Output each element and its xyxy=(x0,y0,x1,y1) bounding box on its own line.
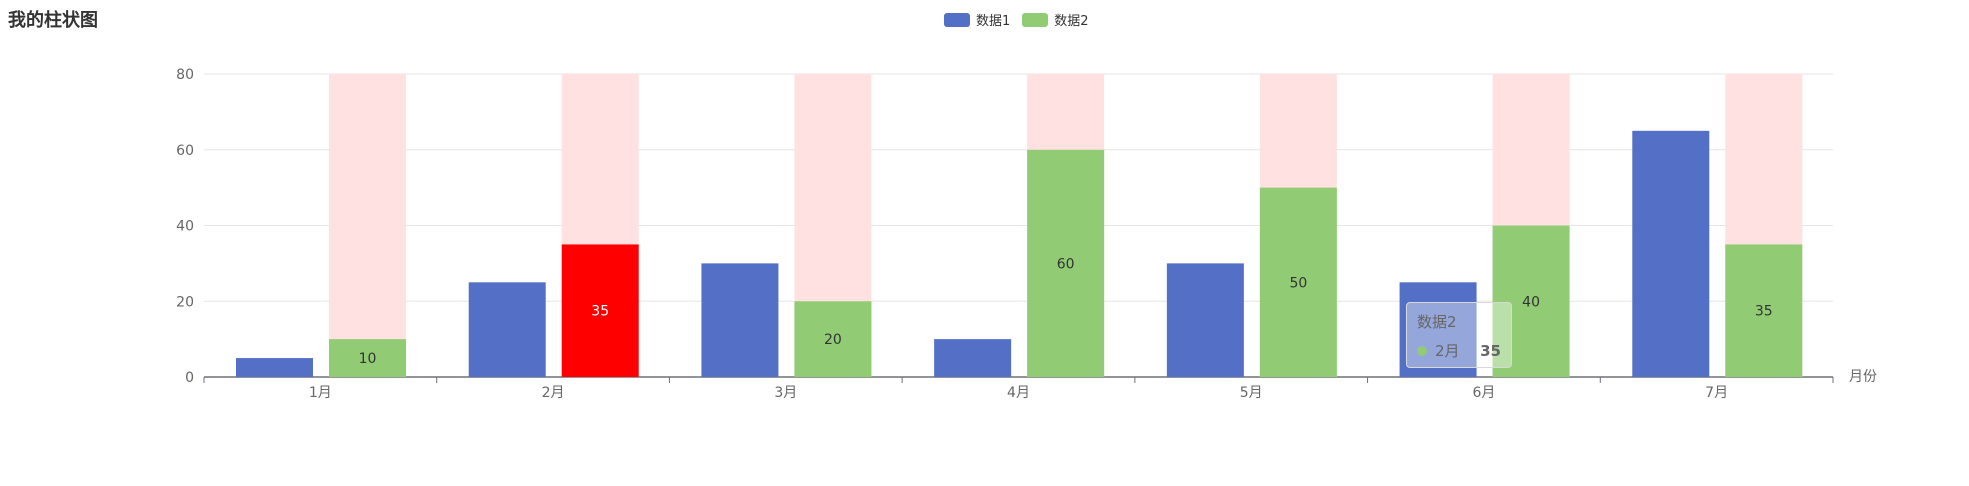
tooltip-color-dot xyxy=(1417,345,1427,356)
legend-label-series-1: 数据1 xyxy=(976,14,1011,29)
legend-item-series-2[interactable]: 数据2 xyxy=(1022,10,1089,29)
series-2-bar-0[interactable] xyxy=(329,339,406,377)
series-2-bar-4[interactable] xyxy=(1259,187,1337,377)
tooltip-row: 2月 35 xyxy=(1417,340,1501,361)
series-2-bar-2[interactable] xyxy=(794,301,872,377)
series-1-bar-3[interactable] xyxy=(934,339,1012,377)
x-tick-label-3: 4月 xyxy=(1007,385,1030,401)
series-2-data-label-5: 40 xyxy=(1522,294,1540,310)
series-1-bar-0[interactable] xyxy=(236,358,313,377)
series-1-bar-6[interactable] xyxy=(1632,130,1710,377)
x-tick-label-5: 6月 xyxy=(1472,385,1495,401)
y-tick-label-3: 60 xyxy=(176,143,194,159)
legend-item-series-1[interactable]: 数据1 xyxy=(944,10,1010,29)
series-1-bar-5[interactable] xyxy=(1399,282,1477,377)
legend[interactable]: 数据1 数据2 xyxy=(944,10,1089,29)
tooltip-category: 2月 xyxy=(1435,342,1460,360)
series-1-bar-2[interactable] xyxy=(701,263,779,377)
series-2-data-label-2: 20 xyxy=(824,332,842,348)
x-tick-label-2: 3月 xyxy=(774,385,797,401)
series-2-data-label-0: 10 xyxy=(359,351,377,367)
legend-swatch-series-1 xyxy=(944,12,970,27)
y-tick-label-1: 20 xyxy=(176,294,194,310)
x-tick-label-6: 7月 xyxy=(1705,385,1728,401)
x-tick-label-1: 2月 xyxy=(542,385,565,401)
y-tick-label-0: 0 xyxy=(185,370,194,386)
series-2-bar-1[interactable] xyxy=(561,244,639,377)
series-2-data-label-3: 60 xyxy=(1057,256,1075,272)
tooltip-value: 35 xyxy=(1480,341,1501,360)
x-tick-label-0: 1月 xyxy=(309,385,332,401)
series-2-data-label-6: 35 xyxy=(1755,304,1773,320)
tooltip-series-name: 数据2 xyxy=(1417,313,1457,331)
series-1-bar-1[interactable] xyxy=(468,282,546,377)
legend-label-series-2: 数据2 xyxy=(1054,14,1089,29)
series-2-data-label-1: 35 xyxy=(591,304,609,320)
series-1-bar-4[interactable] xyxy=(1166,263,1244,377)
x-tick-label-4: 5月 xyxy=(1240,385,1263,401)
x-axis-label: 月份 xyxy=(1849,369,1877,385)
series-2-data-label-4: 50 xyxy=(1289,275,1307,291)
y-tick-label-4: 80 xyxy=(176,67,194,83)
series-2-bar-3[interactable] xyxy=(1027,149,1105,377)
series-2-bar-6[interactable] xyxy=(1725,244,1803,377)
series-2-background-bar-0 xyxy=(329,74,406,377)
legend-swatch-series-2 xyxy=(1022,12,1049,27)
chart-title: 我的柱状图 xyxy=(8,10,98,31)
series-2-bar-5[interactable] xyxy=(1492,225,1570,378)
tooltip: 数据2 2月 35 xyxy=(1406,302,1512,368)
y-tick-label-2: 40 xyxy=(176,219,194,235)
